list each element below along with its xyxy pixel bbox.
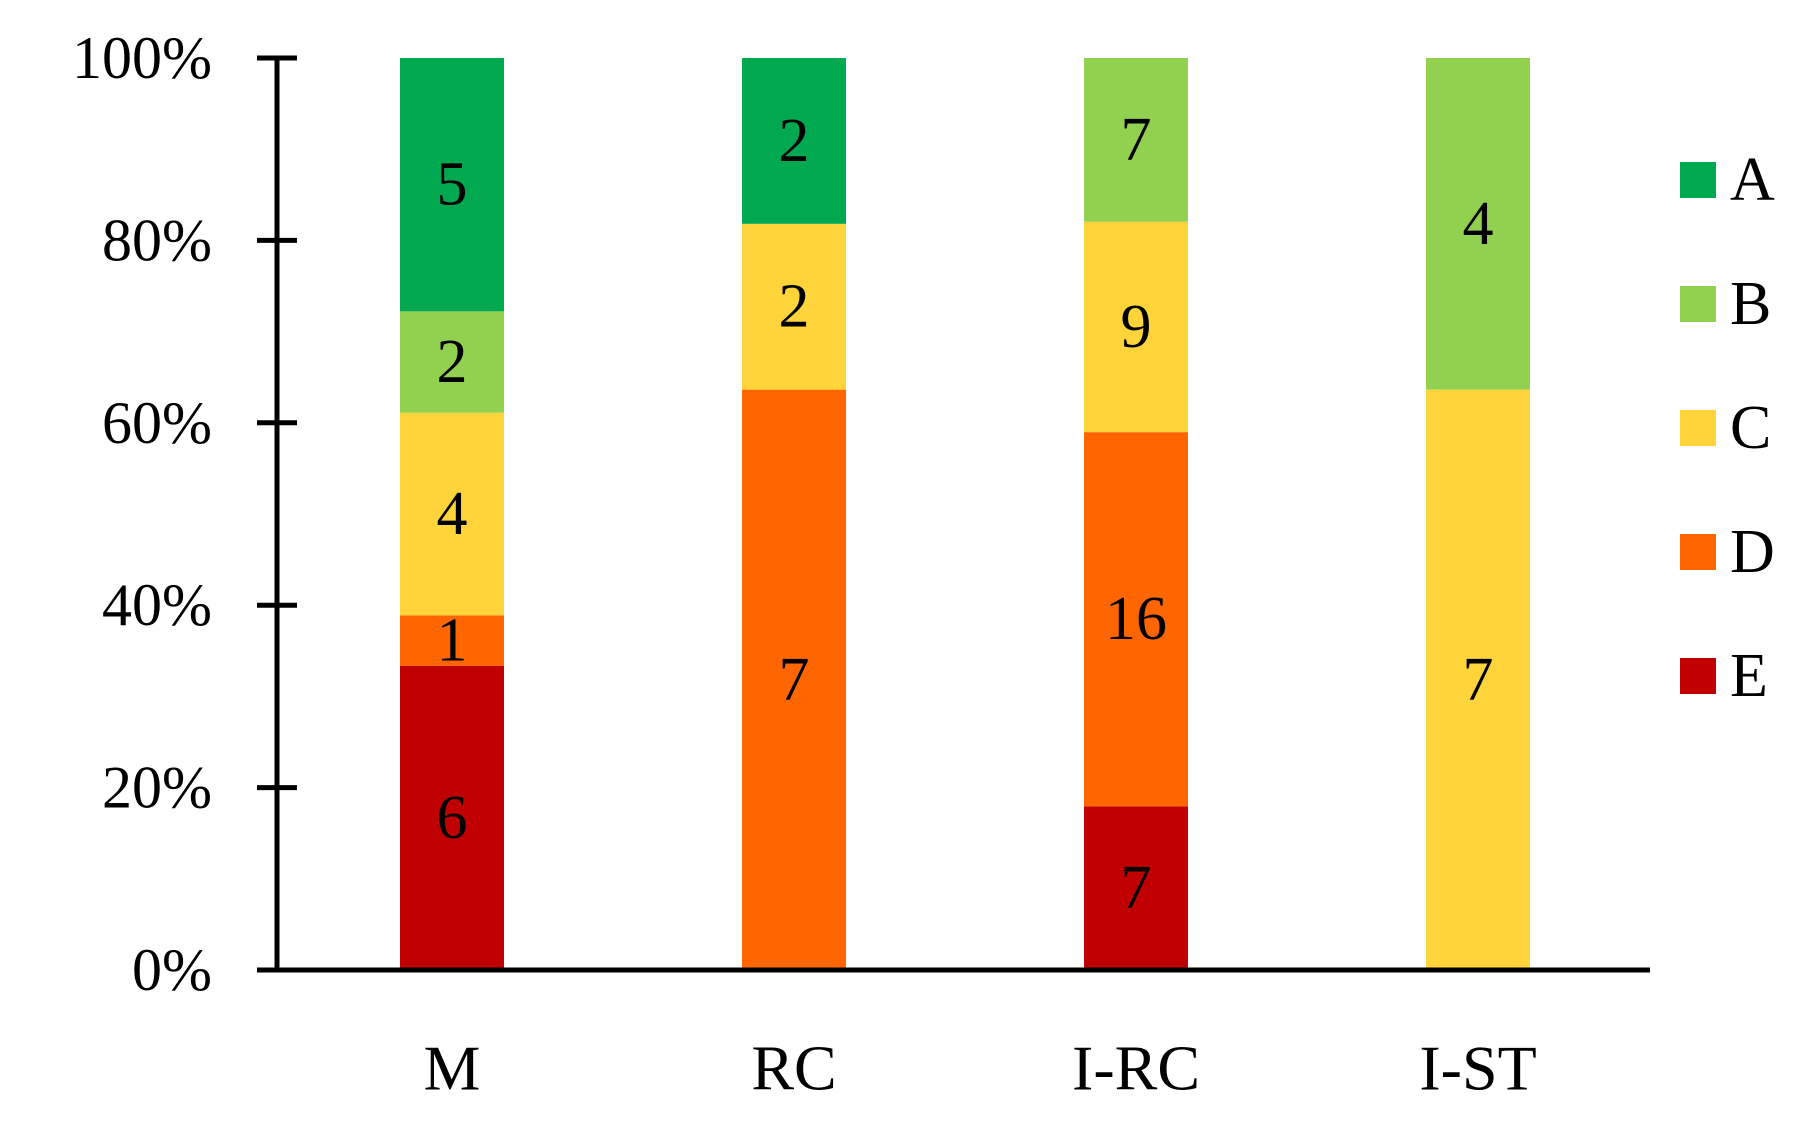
bar-segment-rc-d — [742, 389, 846, 970]
legend-swatch-c — [1680, 410, 1716, 446]
legend-label-e: E — [1730, 642, 1768, 710]
x-tick-label-m: M — [424, 1033, 481, 1104]
data-label-rc-d: 7 — [779, 646, 810, 714]
data-label-m-e: 6 — [437, 784, 468, 852]
y-tick-label: 0% — [132, 937, 212, 1003]
bars-layer — [400, 58, 1530, 970]
bar-segment-i-st-b — [1426, 58, 1530, 390]
bar-segment-i-st-c — [1426, 389, 1530, 970]
y-tick-label: 100% — [72, 25, 212, 91]
data-label-i-st-b: 4 — [1463, 190, 1494, 258]
legend-swatch-d — [1680, 534, 1716, 570]
y-tick-label: 80% — [102, 207, 212, 273]
legend-label-c: C — [1730, 394, 1771, 462]
data-label-i-rc-d: 16 — [1105, 585, 1167, 653]
legend-swatch-b — [1680, 286, 1716, 322]
legend-item-b: B — [1680, 270, 1771, 338]
data-label-m-c: 4 — [437, 480, 468, 548]
bar-segment-rc-c — [742, 223, 846, 390]
legend-item-e: E — [1680, 642, 1768, 710]
bar-segment-m-b — [400, 311, 504, 413]
bar-segment-i-rc-d — [1084, 432, 1188, 807]
legend-swatch-e — [1680, 658, 1716, 694]
x-tick-label-i-st: I-ST — [1419, 1033, 1536, 1104]
legend-label-a: A — [1730, 146, 1775, 214]
legend-label-b: B — [1730, 270, 1771, 338]
legend-item-c: C — [1680, 394, 1771, 462]
legend-label-d: D — [1730, 518, 1775, 586]
x-tick-label-i-rc: I-RC — [1072, 1033, 1200, 1104]
bar-segment-m-a — [400, 58, 504, 312]
bar-segment-m-c — [400, 412, 504, 616]
data-label-i-rc-c: 9 — [1121, 293, 1152, 361]
y-tick-label: 60% — [102, 390, 212, 456]
data-label-m-a: 5 — [437, 151, 468, 219]
y-tick-label: 40% — [102, 572, 212, 638]
bar-segment-rc-a — [742, 58, 846, 224]
data-label-i-rc-b: 7 — [1121, 106, 1152, 174]
x-tick-label-rc: RC — [751, 1033, 836, 1104]
data-label-m-d: 1 — [437, 607, 468, 675]
data-label-i-rc-e: 7 — [1121, 854, 1152, 922]
y-tick-label: 20% — [102, 755, 212, 821]
bar-segment-i-rc-c — [1084, 221, 1188, 433]
data-label-m-b: 2 — [437, 328, 468, 396]
legend-item-a: A — [1680, 146, 1775, 214]
data-labels-layer: 6 1 4 2 5 7 2 2 7 16 9 7 7 4 — [437, 106, 1494, 922]
data-label-i-st-c: 7 — [1463, 646, 1494, 714]
bar-segment-i-rc-e — [1084, 806, 1188, 970]
bar-segment-i-rc-b — [1084, 58, 1188, 222]
data-label-rc-a: 2 — [779, 107, 810, 175]
legend-swatch-a — [1680, 162, 1716, 198]
legend-item-d: D — [1680, 518, 1775, 586]
bar-segment-m-d — [400, 615, 504, 666]
data-label-rc-c: 2 — [779, 273, 810, 341]
bar-segment-m-e — [400, 666, 504, 970]
axes-layer: 0% 20% 40% 60% 80% 100% M RC I-RC I-ST — [72, 25, 1650, 1104]
